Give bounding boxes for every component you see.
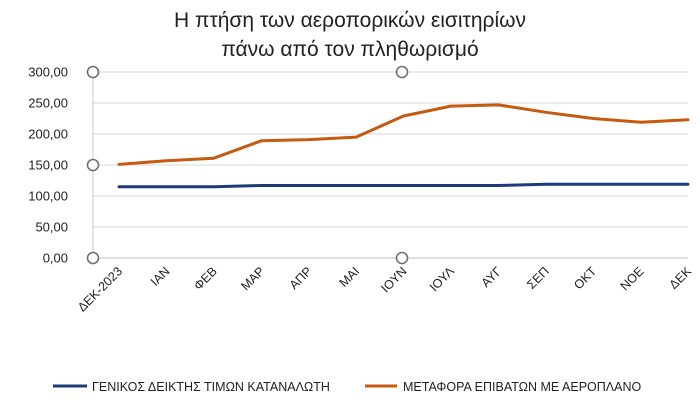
x-tick-label: ΦΕΒ xyxy=(191,264,220,293)
series-line-cpi xyxy=(117,182,690,189)
y-tick-label: 200,00 xyxy=(28,127,68,142)
selection-frame[interactable] xyxy=(86,65,409,265)
y-tick-label: 250,00 xyxy=(28,96,68,111)
resize-handle-top-middle[interactable] xyxy=(395,65,409,79)
chart-title-line-1: Η πτήση των αεροπορικών εισιτηρίων xyxy=(174,9,526,32)
y-tick-label: 100,00 xyxy=(28,189,68,204)
legend-label-airfare: ΜΕΤΑΦΟΡΑ ΕΠΙΒΑΤΩΝ ΜΕ ΑΕΡΟΠΛΑΝΟ xyxy=(403,380,642,394)
resize-handle-bottom-left[interactable] xyxy=(86,251,100,265)
x-tick-label: ΔΕΚ-2023 xyxy=(75,264,125,314)
y-tick-label: 50,00 xyxy=(35,220,68,235)
x-tick-label: ΟΚΤ xyxy=(571,264,599,292)
x-axis: ΔΕΚ-2023 ΙΑΝ ΦΕΒ ΜΑΡ ΑΠΡ ΜΑΙ ΙΟΥΝ ΙΟΥΛ ΑΥΓ ΣΕΠ ΟΚΤ… xyxy=(75,264,695,315)
legend: ΓΕΝΙΚΟΣ ΔΕΙΚΤΗΣ ΤΙΜΩΝ ΚΑΤΑΝΑΛΩΤΗ ΜΕΤΑΦΟΡ… xyxy=(53,380,642,394)
resize-handle-top-left[interactable] xyxy=(86,65,100,79)
x-tick-label: ΑΥΓ xyxy=(479,264,505,290)
y-tick-label: 0,00 xyxy=(43,251,68,266)
plot-area xyxy=(117,103,690,189)
y-tick-label: 300,00 xyxy=(28,65,68,80)
gridlines xyxy=(92,71,688,259)
x-tick-label: ΔΕΚ xyxy=(667,264,695,292)
chart-title-line-2: πάνω από τον πληθωρισμό xyxy=(221,38,478,61)
resize-handle-middle-left[interactable] xyxy=(86,158,100,172)
x-tick-label: ΣΕΠ xyxy=(524,264,552,292)
y-axis: 0,00 50,00 100,00 150,00 200,00 250,00 300,00 xyxy=(28,65,68,266)
x-tick-label: ΝΟΕ xyxy=(618,264,647,293)
resize-handle-bottom-middle[interactable] xyxy=(395,251,409,265)
x-tick-label: ΜΑΙ xyxy=(337,264,363,290)
x-tick-label: ΙΟΥΛ xyxy=(427,264,458,295)
y-tick-label: 150,00 xyxy=(28,158,68,173)
x-tick-label: ΙΟΥΝ xyxy=(378,264,409,295)
x-tick-label: ΑΠΡ xyxy=(287,264,315,292)
legend-label-cpi: ΓΕΝΙΚΟΣ ΔΕΙΚΤΗΣ ΤΙΜΩΝ ΚΑΤΑΝΑΛΩΤΗ xyxy=(92,380,330,394)
x-tick-label: ΙΑΝ xyxy=(148,264,173,289)
x-tick-label: ΜΑΡ xyxy=(238,264,267,293)
series-line-airfare xyxy=(117,103,690,166)
